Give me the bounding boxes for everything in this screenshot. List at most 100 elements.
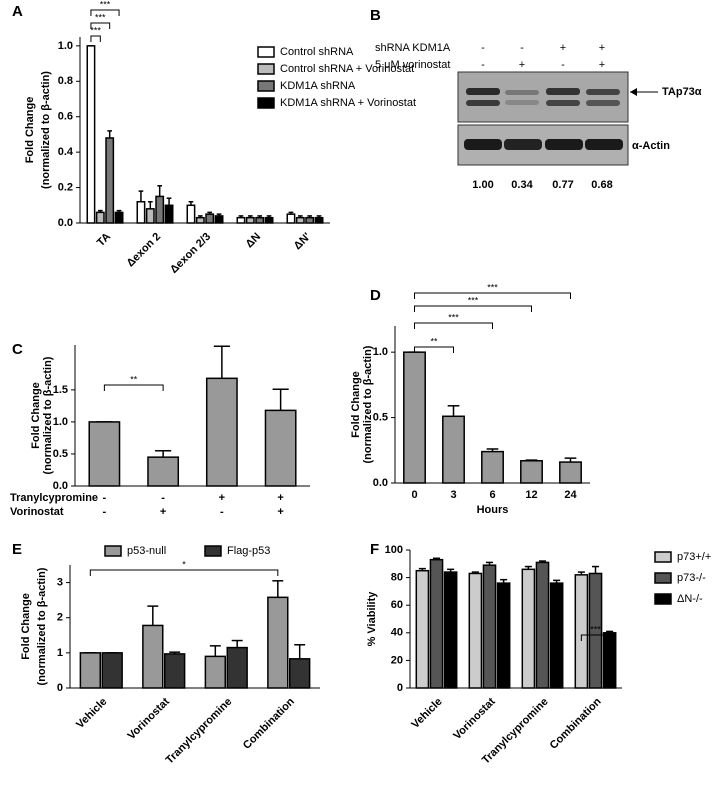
western-blot: B TAp73α α-Actin [370, 7, 702, 166]
significance-label: *** [487, 282, 498, 292]
y-tick-label: 20 [391, 654, 403, 666]
bar [95, 211, 105, 224]
x-tick-label: Vorinostat [451, 695, 498, 742]
condition-level: + [277, 492, 283, 504]
x-tick-label: 24 [564, 489, 577, 501]
x-tick-label: Tranylcypromine [164, 696, 235, 767]
bar [415, 569, 430, 689]
legend-label: KDM1A shRNA + Vorinostat [280, 97, 416, 109]
significance-bracket [90, 9, 120, 16]
panel-label: F [370, 541, 379, 558]
significance-bracket [90, 22, 111, 29]
y-axis-label: % Viability [366, 591, 378, 647]
bar [295, 216, 305, 224]
y-tick-label: 0.4 [58, 146, 74, 158]
band [585, 139, 623, 150]
bar [204, 655, 226, 689]
y-axis-label: (normalized to β-actin) [42, 356, 54, 474]
bar [496, 582, 511, 689]
y-axis-label: (normalized to β-actin) [36, 567, 48, 685]
legend-swatch [204, 545, 222, 557]
condition-level: - [220, 506, 224, 518]
quantification: 0.77 [552, 179, 573, 191]
quantification: 0.68 [591, 179, 612, 191]
condition-level: - [520, 42, 524, 54]
bar [236, 216, 246, 224]
band [466, 100, 500, 106]
x-tick-label: Vehicle [74, 696, 109, 731]
x-tick-label: Combination [548, 695, 604, 751]
band-label: α-Actin [632, 140, 670, 152]
x-tick-label: TA [95, 231, 113, 249]
x-tick-label: Combination [241, 695, 297, 751]
band-label: TAp73α [662, 86, 702, 98]
condition-level: + [277, 506, 283, 518]
x-tick-label: 3 [450, 489, 456, 501]
condition-level: + [599, 42, 605, 54]
condition-level: + [219, 492, 225, 504]
y-tick-label: 0.0 [373, 477, 388, 489]
condition-label: Tranylcypromine [10, 492, 98, 504]
bar [289, 658, 311, 689]
condition-level: + [160, 506, 166, 518]
band [505, 90, 539, 95]
significance-label: *** [100, 0, 111, 9]
y-tick-label: 100 [385, 544, 403, 556]
condition-level: + [560, 42, 566, 54]
condition-label: Vorinostat [10, 506, 64, 518]
legend-label: Control shRNA [280, 46, 354, 58]
x-tick-label: 0 [411, 489, 417, 501]
significance-label: *** [95, 12, 106, 22]
legend-swatch [257, 46, 275, 58]
significance-bracket [580, 634, 611, 641]
y-tick-label: 0.8 [58, 75, 73, 87]
panel-label: A [12, 3, 23, 20]
band [586, 100, 620, 106]
x-tick-label: 12 [525, 489, 537, 501]
bar [521, 568, 536, 689]
bar [305, 216, 315, 224]
bar [145, 208, 155, 224]
y-axis-label: Fold Change [350, 371, 362, 438]
significance-bracket [89, 569, 279, 576]
band [505, 100, 539, 105]
quantification: 0.34 [511, 179, 533, 191]
panel-label: B [370, 7, 381, 24]
bar [136, 200, 146, 224]
significance-label: ** [430, 336, 438, 346]
y-tick-label: 1.5 [53, 384, 68, 396]
condition-level: + [599, 59, 605, 71]
y-axis-label: (normalized to β-actin) [362, 345, 374, 463]
legend-label: p73+/+ [677, 551, 711, 563]
x-tick-label: Δexon 2/3 [168, 231, 213, 276]
x-axis-label: Hours [477, 504, 509, 516]
x-tick-label: 6 [489, 489, 495, 501]
bar [559, 461, 582, 484]
bar [79, 652, 101, 689]
x-tick-label: ΔN' [292, 230, 314, 252]
bar [468, 572, 483, 689]
band [546, 88, 580, 95]
bar [205, 377, 238, 487]
significance-label: *** [468, 295, 479, 305]
bar [101, 652, 123, 689]
y-tick-label: 0.0 [58, 217, 73, 229]
condition-level: - [103, 506, 107, 518]
significance-label: *** [90, 25, 101, 35]
y-tick-label: 0 [57, 682, 63, 694]
significance-bracket [103, 384, 164, 391]
arrow-head [630, 88, 637, 96]
y-tick-label: 0.0 [53, 480, 68, 492]
x-tick-label: Vorinostat [126, 695, 173, 742]
bar [520, 460, 543, 484]
y-tick-label: 1.0 [53, 416, 68, 428]
band [466, 88, 500, 95]
bar [535, 561, 550, 689]
y-tick-label: 60 [391, 599, 403, 611]
bar [602, 632, 617, 689]
y-tick-label: 1 [57, 647, 63, 659]
y-axis-label: Fold Change [30, 382, 42, 449]
condition-level: + [519, 59, 525, 71]
bar [147, 456, 180, 487]
